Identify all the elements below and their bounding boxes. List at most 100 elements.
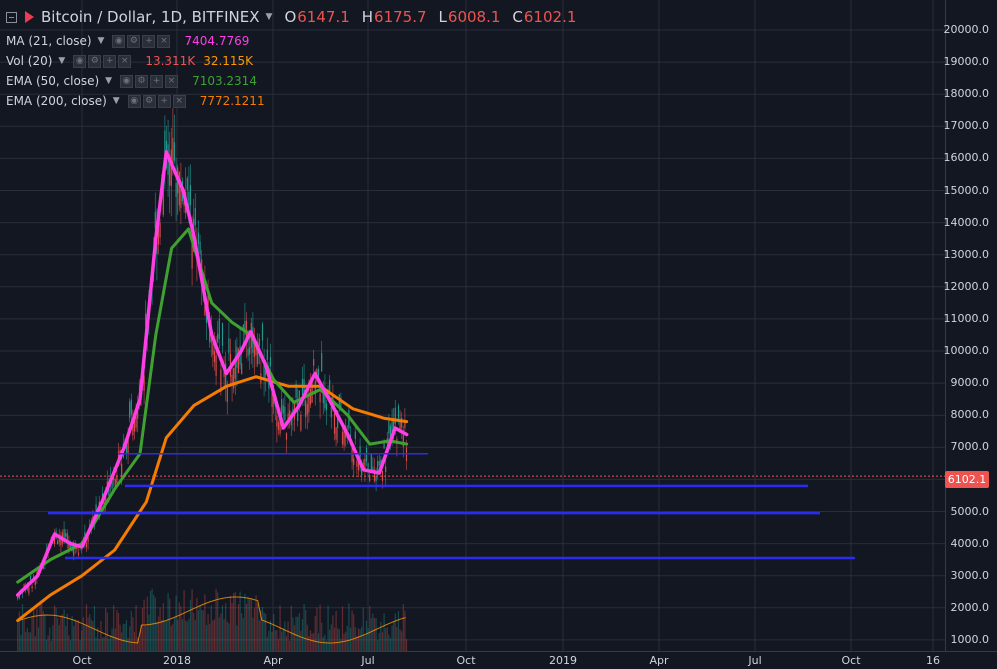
symbol-title[interactable]: Bitcoin / Dollar, 1D, BITFINEX xyxy=(41,8,260,26)
volume-bar xyxy=(84,625,86,651)
candle-body xyxy=(34,580,36,586)
add-icon[interactable]: + xyxy=(103,54,117,68)
volume-bar xyxy=(178,602,180,651)
volume-bar xyxy=(364,635,366,651)
chevron-down-icon[interactable]: ▼ xyxy=(265,12,273,22)
candle-body xyxy=(169,154,171,186)
volume-bar xyxy=(23,620,25,651)
candle-body xyxy=(189,184,192,206)
volume-bar xyxy=(385,628,387,651)
volume-bar xyxy=(335,611,337,651)
indicator-name-ema50[interactable]: EMA (50, close) xyxy=(6,74,100,88)
candle-body xyxy=(154,211,156,228)
close-icon[interactable]: × xyxy=(157,34,171,48)
candle-body xyxy=(231,374,233,386)
candle-body xyxy=(298,390,300,399)
candle-body xyxy=(173,142,176,161)
candle-body xyxy=(132,418,134,436)
flag-icon[interactable] xyxy=(25,11,34,23)
candle-body xyxy=(65,533,67,537)
candle-body xyxy=(335,427,337,440)
volume-bar xyxy=(65,626,67,651)
eye-icon[interactable]: ◉ xyxy=(127,94,141,108)
volume-bar xyxy=(359,629,361,651)
volume-bar xyxy=(269,620,272,651)
candle-body xyxy=(282,405,284,414)
volume-bar xyxy=(93,605,96,651)
candle-body xyxy=(121,463,123,480)
candle-body xyxy=(73,547,75,556)
volume-bar xyxy=(100,621,102,651)
gear-icon[interactable]: ⚙ xyxy=(142,94,156,108)
volume-bar xyxy=(197,610,200,651)
candle-body xyxy=(114,479,116,488)
candle-body xyxy=(364,458,366,470)
volume-bar xyxy=(199,605,201,651)
collapse-legend-button[interactable] xyxy=(6,11,17,23)
ohlc-low-value: 6008.1 xyxy=(447,8,501,26)
close-icon[interactable]: × xyxy=(118,54,132,68)
price-axis-label: 20000.0 xyxy=(943,23,990,36)
volume-bar xyxy=(20,634,22,651)
candle-body xyxy=(276,415,278,427)
add-icon[interactable]: + xyxy=(157,94,171,108)
ma21-line xyxy=(15,150,409,597)
chevron-down-icon[interactable]: ▼ xyxy=(112,96,120,106)
volume-bar xyxy=(156,621,158,651)
volume-bar xyxy=(319,604,321,651)
candle-body xyxy=(377,461,379,475)
price-axis-label: 5000.0 xyxy=(950,504,990,518)
chevron-down-icon[interactable]: ▼ xyxy=(58,56,66,66)
volume-bar xyxy=(49,627,51,651)
add-icon[interactable]: + xyxy=(142,34,156,48)
volume-bar xyxy=(114,628,116,651)
volume-bar xyxy=(305,609,307,651)
close-icon[interactable]: × xyxy=(165,74,179,88)
volume-bar xyxy=(189,599,192,651)
eye-icon[interactable]: ◉ xyxy=(73,54,87,68)
gear-icon[interactable]: ⚙ xyxy=(88,54,102,68)
volume-bar xyxy=(401,631,403,651)
volume-bar xyxy=(117,612,120,651)
volume-bar xyxy=(81,630,83,651)
volume-bar xyxy=(229,596,232,651)
ohlc-high-label: H xyxy=(361,8,374,26)
volume-bar xyxy=(228,623,230,651)
volume-bar xyxy=(161,619,163,651)
candle-body xyxy=(220,369,222,393)
indicator-name-ma21[interactable]: MA (21, close) xyxy=(6,34,92,48)
volume-bar xyxy=(141,607,144,651)
volume-bar xyxy=(351,610,353,651)
volume-bar xyxy=(309,630,312,651)
candle-body xyxy=(394,407,396,424)
volume-bar xyxy=(71,616,73,651)
price-axis-label: 14000.0 xyxy=(943,215,990,229)
chevron-down-icon[interactable]: ▼ xyxy=(105,76,113,86)
chevron-down-icon[interactable]: ▼ xyxy=(97,36,105,46)
gear-icon[interactable]: ⚙ xyxy=(127,34,141,48)
close-icon[interactable]: × xyxy=(172,94,186,108)
indicator-name-ema200[interactable]: EMA (200, close) xyxy=(6,94,107,108)
candle-body xyxy=(125,444,128,454)
volume-bar xyxy=(154,597,156,651)
volume-bar xyxy=(74,619,76,651)
volume-bar xyxy=(202,610,204,651)
ema200-line xyxy=(16,375,409,623)
volume-bar xyxy=(109,635,112,651)
candle-body xyxy=(223,368,225,377)
candle-body xyxy=(388,420,390,434)
candle-body xyxy=(370,454,372,471)
candle-body xyxy=(133,419,136,432)
eye-icon[interactable]: ◉ xyxy=(112,34,126,48)
eye-icon[interactable]: ◉ xyxy=(120,74,134,88)
candle-body xyxy=(197,232,200,245)
volume-bar xyxy=(292,617,294,651)
candle-body xyxy=(199,241,201,255)
add-icon[interactable]: + xyxy=(150,74,164,88)
volume-bar xyxy=(321,622,323,651)
candle-body xyxy=(402,430,404,447)
indicator-name-vol[interactable]: Vol (20) xyxy=(6,54,53,68)
gear-icon[interactable]: ⚙ xyxy=(135,74,149,88)
